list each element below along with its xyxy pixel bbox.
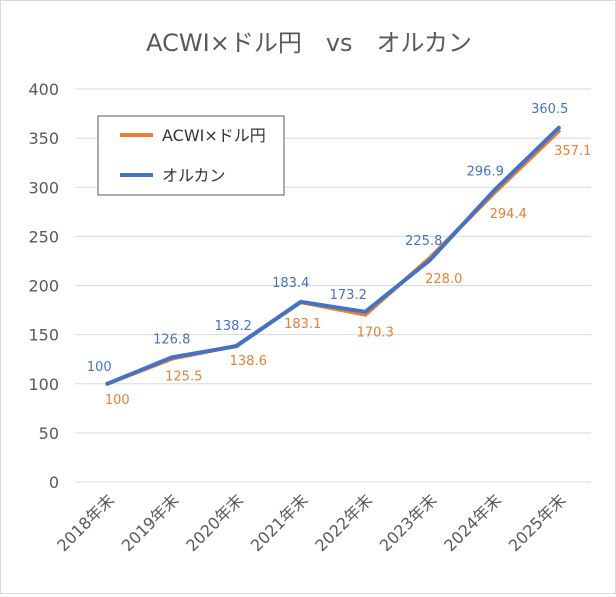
- y-tick-label: 50: [39, 424, 59, 443]
- data-label: 100: [105, 393, 130, 408]
- data-label: 138.2: [215, 319, 252, 334]
- y-tick-label: 100: [28, 375, 59, 394]
- y-tick-label: 300: [28, 178, 59, 197]
- data-label: 138.6: [230, 354, 267, 369]
- x-tick-label: 2019年末: [118, 490, 183, 555]
- x-tick-label: 2024年末: [440, 490, 505, 555]
- data-labels: 100 125.5 138.6 183.1 170.3 228.0 294.4 357.1 10…: [87, 102, 592, 408]
- data-label: 228.0: [425, 272, 462, 287]
- legend-entry: オルカン: [162, 166, 226, 185]
- data-label: 173.2: [330, 288, 367, 303]
- legend-entry: ACWI×ドル円: [162, 126, 266, 145]
- data-label: 170.3: [357, 326, 394, 341]
- y-tick-label: 0: [49, 473, 59, 492]
- y-tick-label: 200: [28, 277, 59, 296]
- data-label: 100: [87, 360, 112, 375]
- data-label: 225.8: [405, 234, 442, 249]
- chart-title: ACWI×ドル円 vs オルカン: [146, 29, 472, 57]
- x-tick-label: 2022年末: [311, 490, 376, 555]
- x-tick-label: 2023年末: [376, 490, 441, 555]
- y-tick-label: 250: [28, 227, 59, 246]
- y-tick-label: 400: [28, 80, 59, 99]
- x-tick-label: 2020年末: [182, 490, 247, 555]
- legend-box: [97, 115, 285, 196]
- data-label: 360.5: [531, 102, 568, 117]
- data-label: 125.5: [165, 370, 202, 385]
- x-tick-label: 2018年末: [53, 490, 118, 555]
- y-tick-label: 150: [28, 326, 59, 345]
- data-label: 294.4: [490, 207, 527, 222]
- series-lines: [105, 125, 561, 386]
- data-label: 357.1: [554, 144, 591, 159]
- data-label: 183.4: [272, 276, 309, 291]
- series-line-1: [105, 125, 561, 386]
- x-tick-label: 2021年末: [247, 490, 312, 555]
- y-tick-label: 350: [28, 129, 59, 148]
- data-label: 183.1: [284, 317, 321, 332]
- y-axis-tick-labels: 0 50 100 150 200 250 300 350 400: [28, 80, 59, 492]
- data-label: 296.9: [467, 164, 504, 179]
- data-label: 126.8: [153, 332, 190, 347]
- x-tick-label: 2025年末: [505, 490, 570, 555]
- x-axis-tick-labels: 2018年末 2019年末 2020年末 2021年末 2022年末 2023年末 2024…: [53, 490, 569, 555]
